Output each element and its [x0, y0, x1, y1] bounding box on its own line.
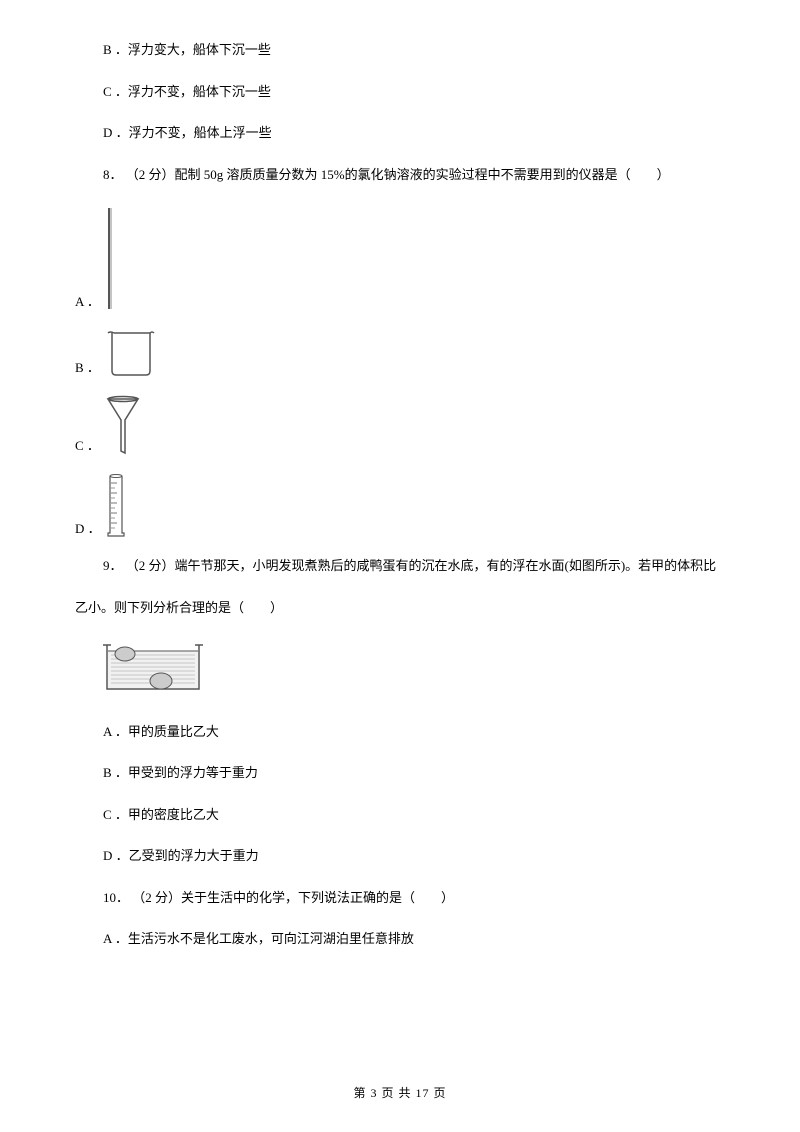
q8-text: 8． （2 分）配制 50g 溶质质量分数为 15%的氯化钠溶液的实验过程中不需… — [75, 165, 725, 185]
q8-option-b-label: B ． — [75, 358, 100, 378]
q8-option-c-label: C ． — [75, 436, 100, 456]
funnel-icon — [106, 395, 141, 455]
q7-option-b: B ．浮力变大，船体下沉一些 — [75, 40, 725, 60]
graduated-cylinder-icon — [107, 473, 125, 538]
q9-figure — [103, 639, 725, 700]
q10-text: 10． （2 分）关于生活中的化学，下列说法正确的是（ ） — [75, 888, 725, 908]
page-footer: 第 3 页 共 17 页 — [0, 1084, 800, 1102]
q9-text-line1: 9． （2 分）端午节那天，小明发现煮熟后的咸鸭蛋有的沉在水底，有的浮在水面(如… — [75, 556, 725, 576]
q10-option-a: A ．生活污水不是化工废水，可向江河湖泊里任意排放 — [75, 929, 725, 949]
q9-option-d: D ．乙受到的浮力大于重力 — [75, 846, 725, 866]
q9-option-c: C ．甲的密度比乙大 — [75, 805, 725, 825]
q8-option-a-label: A ． — [75, 292, 100, 312]
q8-option-d: D ． — [75, 473, 725, 538]
q9-option-b: B ．甲受到的浮力等于重力 — [75, 763, 725, 783]
q7-option-c: C ．浮力不变，船体下沉一些 — [75, 82, 725, 102]
beaker-eggs-icon — [103, 639, 203, 694]
q9-option-a: A ．甲的质量比乙大 — [75, 722, 725, 742]
glass-rod-icon — [106, 206, 114, 311]
q8-option-a: A ． — [75, 206, 725, 311]
q8-option-b: B ． — [75, 329, 725, 377]
q8-option-d-label: D ． — [75, 519, 101, 539]
q7-option-d: D ．浮力不变，船体上浮一些 — [75, 123, 725, 143]
beaker-icon — [106, 329, 156, 377]
q8-option-c: C ． — [75, 395, 725, 455]
q9-text-line2: 乙小。则下列分析合理的是（ ） — [75, 598, 725, 618]
